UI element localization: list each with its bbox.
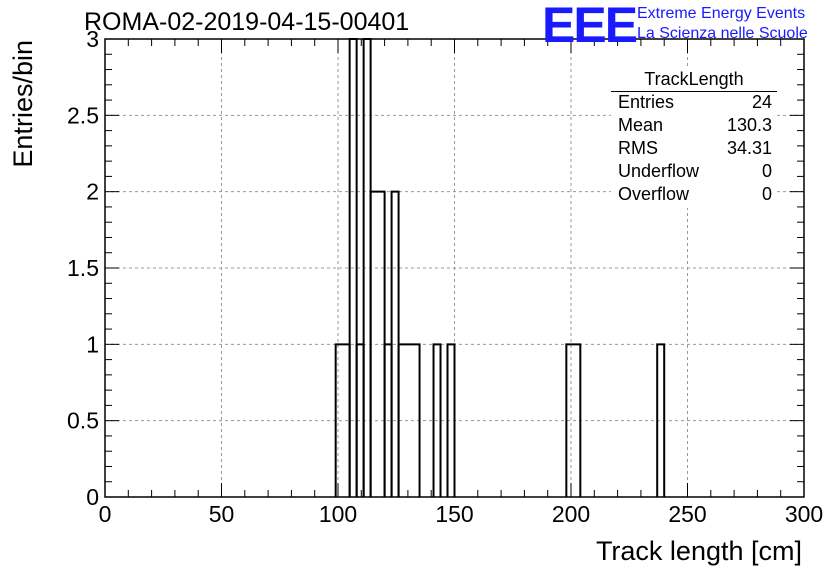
eee-logo: EEE — [542, 0, 638, 53]
stats-key: Mean — [618, 115, 664, 135]
x-tick-label: 50 — [209, 501, 235, 527]
y-tick-label: 1 — [86, 331, 99, 357]
stats-key: Entries — [618, 92, 675, 112]
logo-line-1: Extreme Energy Events — [637, 5, 806, 22]
stats-value: 0 — [761, 184, 772, 204]
y-tick-label: 0 — [86, 484, 99, 510]
y-tick-label: 1.5 — [67, 255, 99, 281]
y-axis-label: Entries/bin — [8, 40, 38, 168]
y-tick-label: 2 — [86, 179, 99, 205]
x-tick-label: 100 — [319, 501, 357, 527]
histogram-bin — [565, 343, 582, 497]
x-tick-label: 250 — [668, 501, 706, 527]
histogram-bin — [432, 343, 442, 497]
stats-row-mean: Mean 130.3 — [618, 115, 772, 138]
logo-line-2: La Scienza nelle Scuole — [637, 25, 808, 42]
stats-divider — [611, 91, 777, 92]
x-tick-label: 150 — [435, 501, 473, 527]
y-tick-label: 3 — [86, 26, 99, 52]
stats-title: TrackLength — [644, 69, 744, 89]
histogram-bin — [656, 343, 666, 497]
stats-key: RMS — [618, 138, 658, 158]
x-tick-label: 200 — [552, 501, 590, 527]
stats-value: 34.31 — [726, 138, 772, 158]
stats-key: Overflow — [618, 184, 690, 204]
x-axis-label: Track length [cm] — [596, 536, 802, 566]
y-tick-label: 2.5 — [67, 102, 99, 128]
axis-ticks — [104, 38, 805, 498]
stats-value: 24 — [751, 92, 772, 112]
x-tick-label: 300 — [785, 501, 823, 527]
stats-value: 0 — [761, 161, 772, 181]
x-tick-label: 0 — [99, 501, 112, 527]
stats-key: Underflow — [618, 161, 700, 181]
stats-row-underflow: Underflow 0 — [618, 161, 772, 184]
y-tick-label: 0.5 — [67, 408, 99, 434]
histogram-bin — [397, 343, 421, 497]
chart-title: ROMA-02-2019-04-15-00401 — [84, 8, 410, 36]
tick-labels: 0 50 100 150 200 250 300 0 0.5 1 1.5 2 2.5 3 — [67, 26, 823, 527]
stats-value: 130.3 — [726, 115, 772, 135]
stats-row-overflow: Overflow 0 — [618, 184, 772, 207]
stats-row-rms: RMS 34.31 — [618, 138, 772, 161]
histogram-bin — [446, 343, 456, 497]
stats-row-entries: Entries 24 — [618, 92, 772, 115]
stats-box: TrackLength Entries 24 Mean 130.3 RMS 34… — [611, 68, 777, 208]
